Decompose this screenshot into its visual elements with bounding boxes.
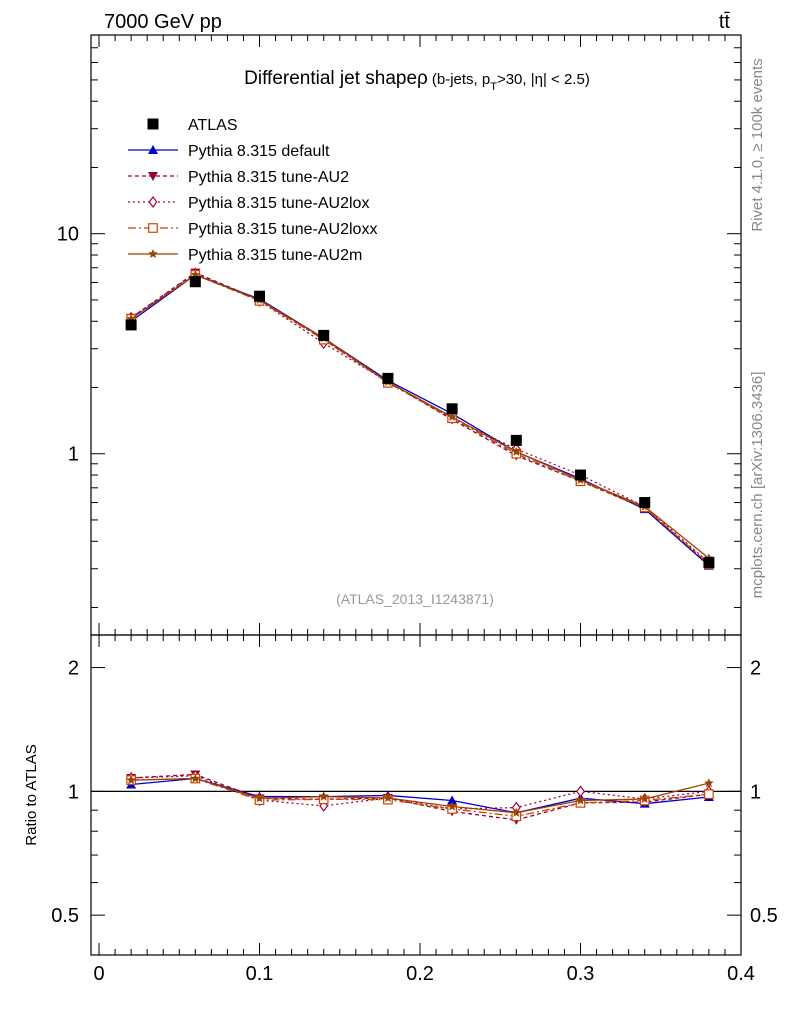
legend: ATLAS Pythia 8.315 default Pythia 8.315 tu… bbox=[128, 117, 377, 264]
energy-label: 7000 GeV pp bbox=[104, 11, 222, 33]
legend-atlas-marker bbox=[147, 118, 159, 130]
plot-title-main: Differential jet shapeρ bbox=[244, 68, 428, 89]
ratio-5-point bbox=[383, 792, 393, 803]
legend-marker-5 bbox=[148, 249, 158, 259]
atlas-data-point bbox=[703, 557, 715, 569]
ratio-y-tick-label: 1 bbox=[68, 781, 79, 803]
ratio-y-tick-label-right: 2 bbox=[750, 658, 761, 680]
ratio-5-point bbox=[318, 791, 329, 801]
ratio-5-point bbox=[511, 807, 522, 817]
x-tick-label: 0.1 bbox=[246, 963, 274, 985]
plot-title-cut-sub: T bbox=[490, 81, 497, 93]
atlas-data-point bbox=[639, 497, 651, 509]
legend-marker-3 bbox=[148, 196, 158, 208]
atlas-data-point bbox=[189, 276, 201, 288]
legend-label-5: Pythia 8.315 tune-AU2m bbox=[188, 247, 362, 264]
atlas-data-point bbox=[318, 329, 330, 341]
ratio-5-point bbox=[639, 793, 650, 803]
main-series-group bbox=[125, 267, 715, 570]
legend-label-3: Pythia 8.315 tune-AU2lox bbox=[188, 195, 369, 212]
ratio-5-point bbox=[704, 778, 714, 788]
ratio-5-point bbox=[575, 795, 586, 805]
plot-title-cut-prefix: (b-jets, p bbox=[432, 71, 490, 88]
atlas-data-point bbox=[446, 403, 458, 415]
legend-label-1: Pythia 8.315 default bbox=[188, 143, 330, 160]
atlas-data-point bbox=[125, 319, 137, 331]
legend-marker-4 bbox=[148, 223, 158, 233]
ratio-line-5 bbox=[131, 777, 710, 814]
ratio-y-tick-label-right: 0.5 bbox=[750, 905, 778, 927]
ratio-5-point bbox=[190, 773, 201, 783]
legend-marker-1 bbox=[148, 145, 158, 154]
legend-label-4: Pythia 8.315 tune-AU2loxx bbox=[188, 221, 377, 238]
x-tick-label: 0.2 bbox=[406, 963, 434, 985]
axis-ticks: 0 0.1 0.2 0.3 0.4 1 10 0.5 0.5 1 1 2 2 bbox=[51, 34, 778, 985]
series-line-5 bbox=[130, 274, 710, 559]
main-y-tick-label: 1 bbox=[68, 444, 79, 466]
x-tick-label: 0.3 bbox=[567, 963, 595, 985]
ratio-5-point bbox=[126, 775, 136, 785]
atlas-data-point bbox=[575, 469, 587, 481]
series-5-point bbox=[447, 411, 457, 421]
ratio-line-4 bbox=[131, 777, 709, 817]
ratio-y-tick-label-right: 1 bbox=[750, 781, 761, 803]
series-5-point bbox=[511, 446, 522, 456]
atlas-data-point bbox=[510, 434, 522, 446]
legend-label-2: Pythia 8.315 tune-AU2 bbox=[188, 169, 349, 186]
ratio-4-point bbox=[704, 789, 714, 800]
x-tick-label: 0 bbox=[93, 963, 104, 985]
ratio-5-point bbox=[254, 793, 265, 803]
mcplots-label: mcplots.cern.ch [arXiv:1306.3436] bbox=[749, 372, 766, 599]
analysis-label: (ATLAS_2013_I1243871) bbox=[336, 591, 494, 607]
process-label: tt̄ bbox=[719, 11, 731, 33]
plot-title-cut-suffix: >30, |η| < 2.5) bbox=[497, 71, 590, 88]
main-y-tick-label: 10 bbox=[57, 224, 79, 246]
ratio-y-tick-label: 0.5 bbox=[51, 905, 79, 927]
x-tick-label: 0.4 bbox=[727, 963, 755, 985]
atlas-data-point bbox=[254, 290, 266, 302]
ratio-series-group bbox=[126, 769, 714, 825]
legend-marker-2 bbox=[148, 172, 158, 181]
ratio-y-axis-label: Ratio to ATLAS bbox=[23, 744, 40, 845]
ratio-y-tick-label: 2 bbox=[68, 658, 79, 680]
atlas-data-point bbox=[382, 372, 394, 384]
ratio-plot-frame bbox=[90, 634, 742, 956]
ratio-5-point bbox=[447, 801, 457, 811]
plot-title: Differential jet shapeρ (b-jets, pT>30, |… bbox=[244, 68, 590, 93]
legend-atlas-label: ATLAS bbox=[188, 117, 238, 134]
ratio-line-1 bbox=[131, 777, 709, 814]
ratio-1-point bbox=[447, 795, 458, 805]
rivet-label: Rivet 4.1.0, ≥ 100k events bbox=[749, 58, 766, 231]
